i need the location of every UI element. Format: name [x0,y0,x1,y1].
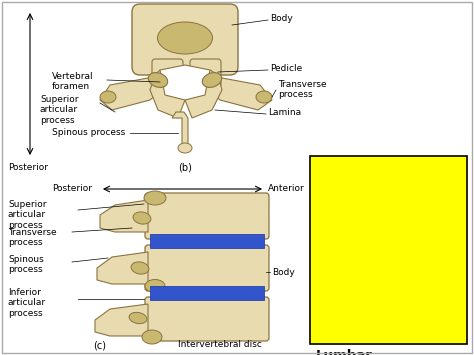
Text: Superior
articular
process: Superior articular process [40,95,79,125]
Text: Transverse
process: Transverse process [8,228,56,247]
Polygon shape [100,78,162,110]
Ellipse shape [133,212,151,224]
Text: Superior
articular
process: Superior articular process [8,200,46,230]
FancyBboxPatch shape [190,59,221,87]
FancyBboxPatch shape [132,4,238,75]
Ellipse shape [148,72,168,87]
Bar [310,156,467,344]
Polygon shape [210,78,272,110]
Text: Anterior: Anterior [268,184,305,193]
Ellipse shape [129,312,147,324]
Ellipse shape [178,143,192,153]
Polygon shape [185,70,222,118]
Ellipse shape [202,72,222,87]
Text: Posterior: Posterior [8,163,48,172]
Text: (c): (c) [93,340,107,350]
Text: Posterior: Posterior [52,184,92,193]
Text: Lumbar
vertebrae: Lumbar vertebrae [316,349,389,355]
FancyBboxPatch shape [145,245,269,291]
Polygon shape [160,65,210,100]
FancyBboxPatch shape [145,297,269,341]
Polygon shape [172,112,188,148]
Text: Pedicle: Pedicle [270,64,302,73]
FancyBboxPatch shape [150,234,264,248]
Ellipse shape [157,22,212,54]
Polygon shape [150,70,185,118]
FancyBboxPatch shape [152,59,183,87]
Text: Spinous process: Spinous process [52,128,125,137]
Text: Lamina: Lamina [268,108,301,117]
Ellipse shape [256,91,272,103]
Ellipse shape [100,91,116,103]
Ellipse shape [131,262,149,274]
Text: Intervertebral disc: Intervertebral disc [178,340,262,349]
FancyBboxPatch shape [150,286,264,300]
Text: Body: Body [272,268,295,277]
Text: Spinous
process: Spinous process [8,255,44,274]
Text: Body: Body [270,14,293,23]
Polygon shape [97,252,148,284]
Text: Transverse
process: Transverse process [278,80,327,99]
Ellipse shape [142,330,162,344]
Text: Inferior
articular
process: Inferior articular process [8,288,46,318]
Polygon shape [100,200,148,232]
Text: Vertebral
foramen: Vertebral foramen [52,72,94,91]
Ellipse shape [145,279,165,293]
FancyBboxPatch shape [145,193,269,239]
Polygon shape [95,304,148,336]
Ellipse shape [144,191,166,205]
Text: (b): (b) [178,163,192,173]
